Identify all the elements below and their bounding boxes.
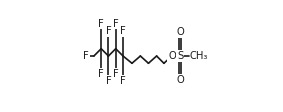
Text: F: F xyxy=(83,51,89,61)
Text: O: O xyxy=(176,27,184,37)
Text: O: O xyxy=(176,75,184,85)
Text: S: S xyxy=(177,51,183,61)
Text: F: F xyxy=(106,26,111,36)
Text: F: F xyxy=(113,69,119,79)
Text: F: F xyxy=(120,76,126,86)
Text: F: F xyxy=(113,18,119,29)
Text: CH₃: CH₃ xyxy=(190,51,208,61)
Text: F: F xyxy=(98,69,104,79)
Text: F: F xyxy=(98,18,104,29)
Text: F: F xyxy=(120,26,126,36)
Text: F: F xyxy=(106,76,111,86)
Text: O: O xyxy=(168,51,176,61)
